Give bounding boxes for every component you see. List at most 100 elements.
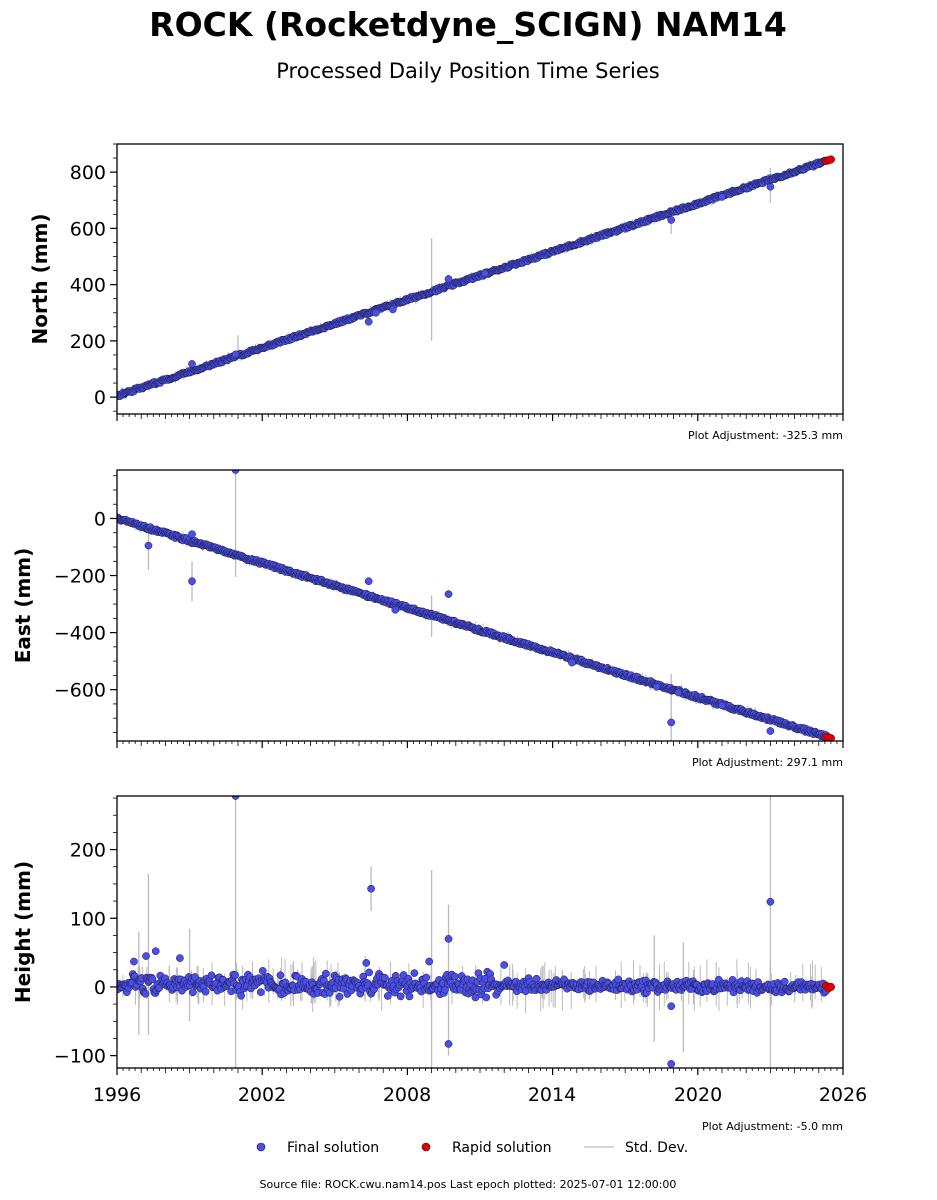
- final-solution-outlier: [718, 193, 726, 201]
- final-solution-outlier: [231, 350, 240, 359]
- final-solution-point: [396, 992, 405, 1001]
- x-ticks: [116, 414, 844, 421]
- final-solution-point: [258, 967, 267, 975]
- final-solution-outlier: [444, 590, 453, 598]
- y-tick-label: 600: [70, 218, 106, 240]
- panel-east: 0 −200 −400 −600 East (mm) Plot Adjustment: 2…: [11, 469, 844, 769]
- final-solution-outlier: [188, 360, 196, 368]
- y-ticks: 0 200 400 600 800: [70, 143, 117, 412]
- panel-frame: [116, 469, 844, 742]
- final-solution-outlier: [144, 541, 153, 550]
- y-ticks: 0 −200 −400 −600: [54, 475, 117, 733]
- final-solution-outlier: [652, 682, 661, 691]
- y-tick-label: 0: [94, 387, 106, 409]
- x-tick-label: 2008: [383, 1084, 431, 1106]
- final-solution-point: [422, 973, 431, 982]
- y-ticks: 200 100 0 −100: [54, 797, 117, 1068]
- final-solution-outlier: [231, 470, 240, 474]
- legend-final-marker: [256, 1142, 266, 1152]
- legend-std-label: Std. Dev.: [625, 1140, 688, 1156]
- legend-rapid-marker: [421, 1142, 431, 1152]
- final-solution-outlier: [667, 718, 676, 727]
- final-solution-point: [231, 971, 240, 979]
- legend-final-label: Final solution: [287, 1140, 379, 1156]
- final-solution-point: [141, 989, 150, 998]
- y-axis-label: North (mm): [28, 213, 52, 344]
- final-solution-outlier: [667, 216, 676, 224]
- final-solution-point: [148, 975, 157, 984]
- legend-rapid-label: Rapid solution: [452, 1140, 552, 1156]
- plot-area: [117, 470, 835, 741]
- final-solution-outlier: [667, 1060, 676, 1068]
- final-solution-outlier: [444, 935, 453, 943]
- rapid-solution-point: [826, 982, 835, 991]
- final-solution-point: [256, 988, 265, 997]
- rapid-solution-point: [826, 734, 835, 741]
- plot-adjustment-note: Plot Adjustment: -5.0 mm: [702, 1120, 843, 1133]
- final-solution-outlier: [364, 577, 373, 586]
- x-tick-label: 2026: [819, 1084, 867, 1106]
- source-footer: Source file: ROCK.cwu.nam14.pos Last epo…: [260, 1178, 677, 1191]
- y-tick-label: −400: [54, 623, 106, 645]
- plot-area: [117, 155, 835, 400]
- final-solution-point: [405, 992, 414, 1001]
- y-tick-label: −600: [54, 680, 106, 702]
- final-solution-outlier: [372, 308, 380, 317]
- y-tick-label: 800: [70, 162, 106, 184]
- final-solution-outlier: [766, 182, 775, 191]
- final-solution-point: [335, 992, 344, 1001]
- final-solution-point: [780, 977, 789, 986]
- x-tick-label: 2002: [238, 1084, 286, 1106]
- final-solution-outlier: [142, 952, 150, 960]
- final-solution-point: [450, 972, 459, 981]
- final-solution-outlier: [674, 688, 683, 697]
- x-ticks: [116, 741, 844, 748]
- final-solution-point: [410, 969, 419, 977]
- x-tick-label: 1996: [93, 1084, 141, 1106]
- final-solution-outlier: [362, 959, 371, 967]
- plot-adjustment-note: Plot Adjustment: 297.1 mm: [692, 756, 843, 769]
- legend: Final solution Rapid solution Std. Dev.: [256, 1140, 688, 1156]
- final-solution-outlier: [444, 1040, 453, 1048]
- y-tick-label: 100: [70, 908, 106, 930]
- final-solution-outlier: [425, 957, 434, 966]
- final-solution-point: [383, 992, 392, 1000]
- panel-height: 200 100 0 −100 Height (mm) Plot Adjustment: -…: [11, 795, 844, 1133]
- y-tick-label: 200: [70, 840, 106, 862]
- final-solution-outlier: [444, 275, 453, 283]
- final-solution-point: [188, 988, 197, 997]
- plot-adjustment-note: Plot Adjustment: -325.3 mm: [688, 429, 843, 442]
- chart-title: ROCK (Rocketdyne_SCIGN) NAM14: [149, 5, 787, 44]
- x-tick-labels: 1996 2002 2008 2014 2020 2026: [93, 1084, 867, 1106]
- y-axis-label: East (mm): [11, 548, 35, 664]
- final-solution-outlier: [766, 727, 775, 735]
- final-solution-outlier: [500, 961, 509, 969]
- final-solution-outlier: [718, 701, 726, 710]
- final-solution-point: [482, 993, 491, 1002]
- final-solution-point: [365, 968, 373, 977]
- final-solution-point: [381, 973, 389, 982]
- rapid-solution-point: [826, 155, 835, 164]
- final-solution-outlier: [151, 947, 160, 956]
- final-solution-outlier: [480, 269, 489, 278]
- final-solution-point: [237, 991, 245, 1000]
- final-solution-outlier: [391, 605, 400, 614]
- final-solution-point: [201, 987, 210, 996]
- final-solution-outlier: [130, 957, 138, 966]
- final-solution-outlier: [188, 530, 196, 539]
- x-ticks: [116, 1068, 844, 1075]
- final-solution-outlier: [389, 305, 397, 314]
- y-axis-label: Height (mm): [11, 861, 35, 1003]
- chart-subtitle: Processed Daily Position Time Series: [276, 59, 660, 83]
- final-solution-point: [321, 969, 330, 978]
- x-tick-label: 2014: [528, 1084, 576, 1106]
- final-solution-outlier: [367, 884, 375, 893]
- y-tick-label: 0: [94, 977, 106, 999]
- x-tick-label: 2020: [674, 1084, 722, 1106]
- final-solution-outlier: [766, 897, 775, 906]
- y-tick-label: 0: [94, 508, 106, 530]
- y-tick-label: 400: [70, 275, 106, 297]
- y-tick-label: 200: [70, 331, 106, 353]
- final-solution-point: [532, 974, 541, 983]
